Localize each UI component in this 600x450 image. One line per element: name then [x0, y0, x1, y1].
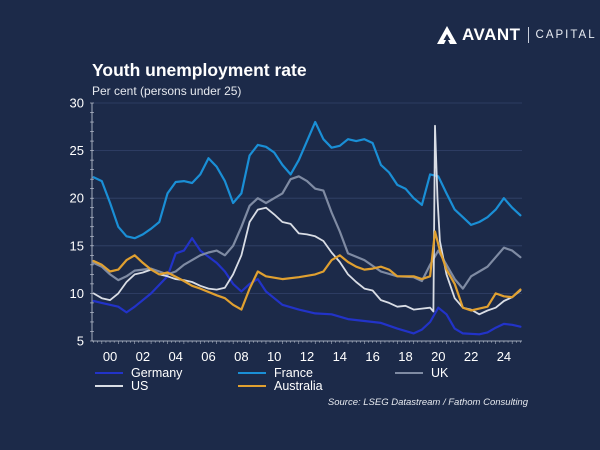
legend-swatch [95, 385, 123, 387]
x-tick-label: 06 [201, 349, 215, 364]
x-tick-label: 10 [267, 349, 281, 364]
y-tick-label: 25 [70, 143, 84, 158]
x-tick-label: 02 [136, 349, 150, 364]
legend-item-australia: Australia [238, 379, 323, 393]
brand-sub: CAPITAL [535, 29, 597, 41]
x-tick-label: 20 [431, 349, 445, 364]
y-tick-label: 20 [70, 191, 84, 206]
y-tick-label: 5 [77, 334, 84, 349]
legend-item-us: US [95, 379, 148, 393]
avant-mark-icon [437, 26, 457, 44]
chart-subtitle: Per cent (persons under 25) [92, 84, 242, 98]
legend-item-uk: UK [395, 366, 448, 380]
series-line-germany [92, 237, 522, 336]
legend-item-france: France [238, 366, 313, 380]
legend-swatch [238, 372, 266, 374]
legend-label: UK [431, 366, 449, 380]
legend-item-germany: Germany [95, 366, 182, 380]
series-line-uk [92, 175, 522, 290]
series-line-australia [92, 230, 522, 312]
source-note: Source: LSEG Datastream / Fathom Consult… [327, 397, 528, 408]
x-tick-label: 14 [333, 349, 347, 364]
legend: Germany France UK US Australia [95, 366, 535, 400]
y-tick-label: 30 [70, 96, 84, 111]
legend-label: Germany [131, 366, 183, 380]
legend-label: US [131, 379, 149, 393]
legend-label: Australia [274, 379, 323, 393]
legend-label: France [274, 366, 313, 380]
axes [90, 102, 522, 344]
series-lines [92, 120, 522, 336]
chart-title: Youth unemployment rate [92, 60, 307, 80]
grid-lines [92, 102, 522, 294]
legend-swatch [238, 385, 266, 387]
x-tick-label: 18 [398, 349, 412, 364]
x-tick-labels: 00 02 04 06 08 10 12 14 16 18 20 22 24 [103, 349, 511, 364]
x-tick-label: 24 [497, 349, 511, 364]
series-line-france [92, 120, 522, 240]
brand-logo: AVANT CAPITAL [437, 24, 597, 46]
y-tick-label: 10 [70, 286, 84, 301]
brand-divider [527, 27, 529, 43]
x-tick-label: 08 [234, 349, 248, 364]
x-tick-label: 22 [464, 349, 478, 364]
y-tick-labels: 5 10 15 20 25 30 [70, 96, 84, 349]
brand-name: AVANT [462, 25, 521, 44]
x-tick-label: 00 [103, 349, 117, 364]
legend-swatch [395, 372, 423, 374]
x-tick-label: 12 [300, 349, 314, 364]
y-tick-label: 15 [70, 238, 84, 253]
x-tick-label: 04 [168, 349, 182, 364]
legend-swatch [95, 372, 123, 374]
x-tick-label: 16 [365, 349, 379, 364]
